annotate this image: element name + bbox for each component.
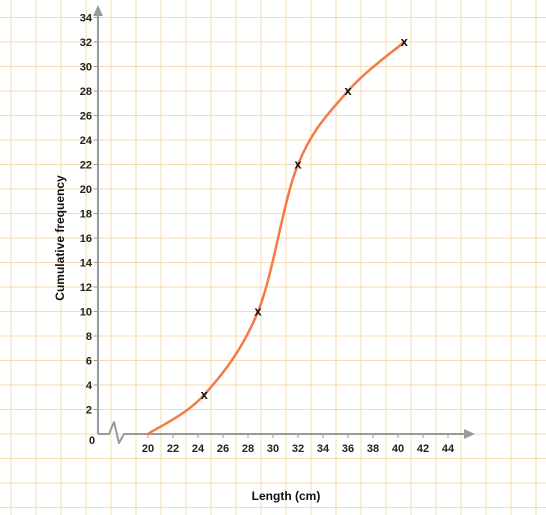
y-tick-label: 26 [80, 111, 92, 123]
y-tick-label: 4 [86, 380, 93, 392]
y-tick-label: 2 [86, 405, 92, 417]
origin-label: 0 [89, 435, 95, 447]
x-tick-label: 20 [142, 443, 154, 455]
x-axis-line [98, 421, 466, 444]
y-tick-label: 10 [80, 307, 92, 319]
y-tick-label: 32 [80, 37, 92, 49]
x-tick-label: 44 [442, 443, 455, 455]
y-tick-label: 34 [80, 13, 93, 25]
series-markers: x x x x x [201, 34, 409, 402]
tick-labels: 20 22 24 26 28 30 32 34 36 38 40 42 4424681012141618… [80, 13, 455, 456]
x-tick-label: 36 [342, 443, 354, 455]
axes [93, 5, 475, 444]
y-tick-label: 28 [80, 86, 92, 98]
x-tick-label: 40 [392, 443, 404, 455]
data-point-marker: x [294, 157, 302, 172]
y-tick-label: 12 [80, 282, 92, 294]
x-tick-label: 28 [242, 443, 254, 455]
x-tick-label: 38 [367, 443, 379, 455]
x-axis-title: Length (cm) [252, 489, 321, 503]
y-axis-arrow-icon [93, 5, 103, 16]
y-tick-label: 20 [80, 184, 92, 196]
x-tick-label: 22 [167, 443, 179, 455]
y-tick-label: 18 [80, 209, 92, 221]
data-point-marker: x [344, 83, 352, 98]
x-axis-arrow-icon [464, 429, 475, 439]
y-tick-label: 24 [80, 135, 93, 147]
y-tick-label: 30 [80, 62, 92, 74]
x-tick-label: 34 [317, 443, 330, 455]
y-tick-label: 8 [86, 331, 92, 343]
data-point-marker: x [401, 34, 409, 49]
x-tick-label: 30 [267, 443, 279, 455]
data-point-marker: x [201, 387, 209, 402]
x-tick-label: 42 [417, 443, 429, 455]
x-tick-label: 26 [217, 443, 229, 455]
series-curve [146, 40, 406, 436]
y-tick-label: 22 [80, 160, 92, 172]
data-point-marker: x [254, 304, 262, 319]
y-tick-label: 6 [86, 356, 92, 368]
y-tick-label: 14 [80, 258, 93, 270]
x-tick-label: 24 [192, 443, 205, 455]
y-tick-label: 16 [80, 233, 92, 245]
y-axis-title: Cumulative frequency [53, 175, 67, 301]
cumulative-frequency-curve [146, 40, 406, 436]
x-tick-label: 32 [292, 443, 304, 455]
